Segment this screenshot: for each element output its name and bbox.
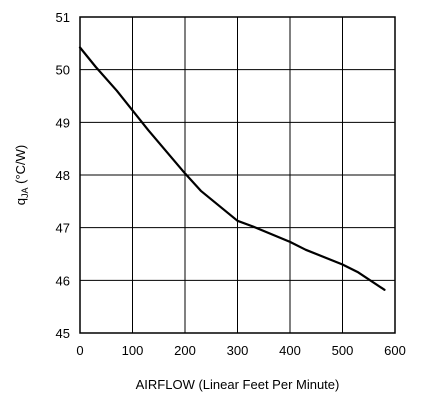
y-axis-ticks: 45 46 47 48 49 50 51 <box>56 10 70 341</box>
plot-frame <box>79 16 396 334</box>
y-tick-label: 49 <box>56 115 70 130</box>
y-axis-label-unit: (°C/W) <box>13 145 28 188</box>
x-tick-label: 600 <box>384 343 406 358</box>
y-axis-label-subscript: JA <box>20 188 30 199</box>
y-tick-label: 47 <box>56 221 70 236</box>
x-axis-ticks: 0 100 200 300 400 500 600 <box>76 343 405 358</box>
y-tick-label: 46 <box>56 273 70 288</box>
x-tick-label: 100 <box>122 343 144 358</box>
x-tick-label: 0 <box>76 343 83 358</box>
y-tick-label: 51 <box>56 10 70 25</box>
y-tick-label: 45 <box>56 326 70 341</box>
x-tick-label: 500 <box>332 343 354 358</box>
x-axis-label: AIRFLOW (Linear Feet Per Minute) <box>136 377 340 392</box>
y-tick-label: 50 <box>56 63 70 78</box>
y-tick-label: 48 <box>56 168 70 183</box>
y-axis-label-symbol: q <box>13 198 28 205</box>
x-tick-label: 300 <box>227 343 249 358</box>
x-tick-label: 200 <box>174 343 196 358</box>
x-tick-label: 400 <box>279 343 301 358</box>
grid <box>80 17 395 333</box>
series-line <box>78 46 386 291</box>
y-axis-label: qJA (°C/W) <box>13 145 30 206</box>
